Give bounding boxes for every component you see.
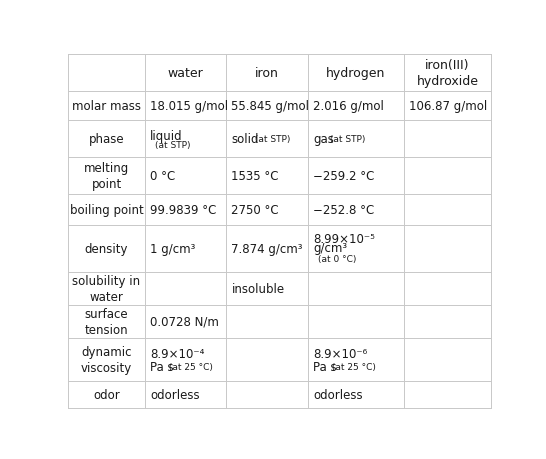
Text: surface
tension: surface tension: [85, 307, 128, 336]
Text: (at 25 °C): (at 25 °C): [166, 362, 213, 371]
Text: (at 25 °C): (at 25 °C): [329, 362, 376, 371]
Text: odorless: odorless: [150, 388, 200, 402]
Text: melting
point: melting point: [84, 162, 129, 190]
Text: density: density: [85, 242, 128, 256]
Text: 0 °C: 0 °C: [150, 169, 175, 182]
Text: −259.2 °C: −259.2 °C: [313, 169, 375, 182]
Text: (at STP): (at STP): [155, 141, 191, 150]
Text: 106.87 g/mol: 106.87 g/mol: [409, 100, 487, 113]
Text: 2750 °C: 2750 °C: [232, 203, 279, 216]
Text: iron(III)
hydroxide: iron(III) hydroxide: [417, 59, 478, 88]
Text: dynamic
viscosity: dynamic viscosity: [81, 345, 132, 374]
Text: 18.015 g/mol: 18.015 g/mol: [150, 100, 228, 113]
Text: −252.8 °C: −252.8 °C: [313, 203, 374, 216]
Text: 55.845 g/mol: 55.845 g/mol: [232, 100, 310, 113]
Text: molar mass: molar mass: [72, 100, 141, 113]
Text: iron: iron: [255, 67, 279, 80]
Text: (at 0 °C): (at 0 °C): [318, 255, 357, 264]
Text: 7.874 g/cm³: 7.874 g/cm³: [232, 242, 303, 256]
Text: odorless: odorless: [313, 388, 363, 402]
Text: phase: phase: [89, 133, 124, 146]
Text: 8.9×10⁻⁶: 8.9×10⁻⁶: [313, 347, 367, 360]
Text: 0.0728 N/m: 0.0728 N/m: [150, 315, 219, 328]
Text: Pa s: Pa s: [313, 360, 336, 373]
Text: water: water: [168, 67, 204, 80]
Text: 8.99×10⁻⁵: 8.99×10⁻⁵: [313, 232, 375, 245]
Text: (at STP): (at STP): [327, 134, 365, 144]
Text: g/cm³: g/cm³: [313, 241, 347, 255]
Text: 99.9839 °C: 99.9839 °C: [150, 203, 216, 216]
Text: liquid: liquid: [150, 129, 182, 143]
Text: 1535 °C: 1535 °C: [232, 169, 279, 182]
Text: odor: odor: [93, 388, 120, 402]
Text: Pa s: Pa s: [150, 360, 174, 373]
Text: gas: gas: [313, 133, 334, 146]
Text: boiling point: boiling point: [70, 203, 144, 216]
Text: hydrogen: hydrogen: [326, 67, 385, 80]
Text: 8.9×10⁻⁴: 8.9×10⁻⁴: [150, 347, 204, 360]
Text: 1 g/cm³: 1 g/cm³: [150, 242, 195, 256]
Text: (at STP): (at STP): [252, 134, 290, 144]
Text: insoluble: insoluble: [232, 282, 284, 296]
Text: solubility in
water: solubility in water: [73, 274, 141, 303]
Text: solid: solid: [232, 133, 259, 146]
Text: 2.016 g/mol: 2.016 g/mol: [313, 100, 384, 113]
